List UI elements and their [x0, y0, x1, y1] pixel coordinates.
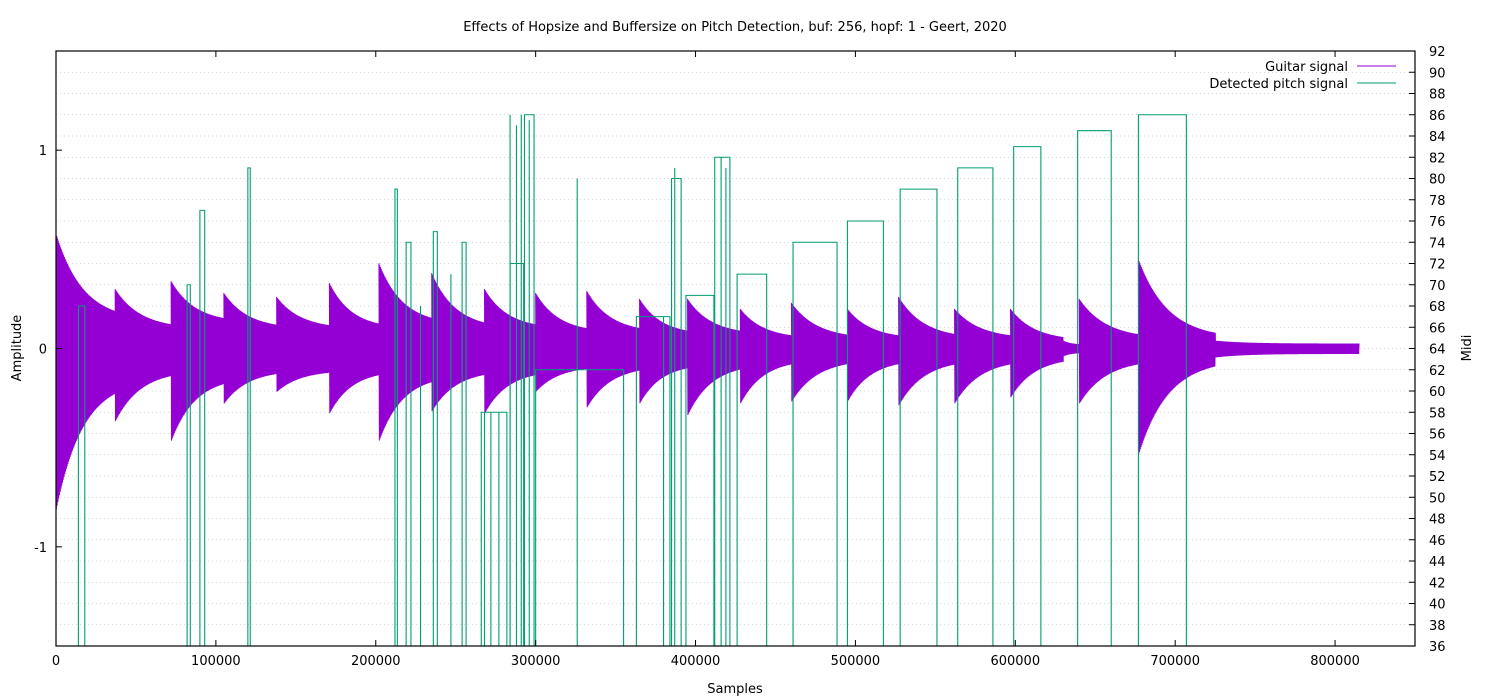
pitch-segment — [899, 188, 938, 646]
x-tick-label: 0 — [52, 654, 60, 669]
y2-tick-label: 58 — [1429, 406, 1446, 421]
pitch-segment — [670, 177, 682, 646]
y2-tick-label: 92 — [1429, 45, 1446, 60]
pitch-segment — [461, 241, 467, 646]
y2-tick-label: 86 — [1429, 109, 1446, 124]
legend: Guitar signal Detected pitch signal — [1209, 60, 1396, 92]
y-tick-label: 0 — [39, 343, 47, 358]
guitar-note-waveform — [328, 283, 380, 414]
x-tick-label: 200000 — [351, 654, 401, 669]
pitch-segment — [957, 167, 994, 646]
pitch-segment — [480, 411, 508, 646]
x-tick-label: 500000 — [831, 654, 881, 669]
guitar-note-waveform — [1062, 340, 1080, 357]
series-detected-pitch-signal — [77, 114, 1187, 646]
y2-tick-label: 80 — [1429, 173, 1446, 188]
y2-tick-label: 84 — [1429, 130, 1446, 145]
pitch-segment — [394, 188, 398, 646]
pitch-segment — [186, 284, 191, 646]
guitar-note-waveform — [1010, 308, 1064, 398]
y2-tick-label: 36 — [1429, 640, 1446, 655]
guitar-note-waveform — [535, 292, 588, 392]
x-tick-label: 300000 — [511, 654, 561, 669]
pitch-segment — [523, 114, 535, 646]
legend-label-pitch: Detected pitch signal — [1209, 77, 1348, 92]
y2-tick-label: 78 — [1429, 194, 1446, 209]
y2-tick-label: 38 — [1429, 619, 1446, 634]
y2-tick-label: 50 — [1429, 491, 1446, 506]
guitar-note-waveform — [954, 308, 1011, 404]
y2-tick-label: 68 — [1429, 300, 1446, 315]
pitch-segment — [685, 294, 715, 646]
pitch-segment — [247, 167, 251, 646]
y-axis: -1 0 1 — [34, 144, 62, 556]
y2-tick-label: 76 — [1429, 215, 1446, 230]
y2-tick-label: 56 — [1429, 428, 1446, 443]
pitch-segment — [736, 273, 768, 646]
guitar-note-waveform — [898, 296, 956, 406]
x-tick-label: 400000 — [671, 654, 721, 669]
y2-tick-label: 88 — [1429, 88, 1446, 103]
y2-tick-label: 90 — [1429, 66, 1446, 81]
y-axis-label: Amplitude — [10, 315, 25, 382]
x-tick-label: 800000 — [1310, 654, 1360, 669]
y2-tick-label: 62 — [1429, 364, 1446, 379]
x-tick-label: 700000 — [1150, 654, 1200, 669]
guitar-note-waveform — [431, 273, 485, 412]
pitch-segment — [405, 241, 412, 646]
guitar-note-waveform — [790, 302, 848, 402]
pitch-segment — [432, 231, 438, 646]
guitar-note-waveform — [378, 263, 433, 441]
guitar-note-waveform — [586, 290, 641, 408]
pitch-segment — [714, 156, 731, 646]
pitch-segment — [1077, 130, 1112, 646]
y2-tick-label: 72 — [1429, 258, 1446, 273]
y2-tick-label: 42 — [1429, 576, 1446, 591]
pitch-segment — [846, 220, 884, 646]
y2-tick-label: 48 — [1429, 513, 1446, 528]
y2-tick-label: 70 — [1429, 279, 1446, 294]
guitar-note-waveform — [55, 233, 116, 510]
y2-axis-label: Midi — [1460, 335, 1475, 362]
guitar-note-waveform — [170, 281, 225, 441]
y2-tick-label: 66 — [1429, 321, 1446, 336]
y2-tick-label: 44 — [1429, 555, 1446, 570]
y2-tick-label: 46 — [1429, 534, 1446, 549]
guitar-note-waveform — [114, 288, 172, 422]
y2-tick-label: 60 — [1429, 385, 1446, 400]
guitar-note-waveform — [846, 308, 900, 402]
pitch-segment — [535, 369, 625, 646]
y-tick-label: -1 — [34, 541, 47, 556]
pitch-segment — [1013, 146, 1042, 646]
pitch-segment — [77, 305, 86, 646]
x-tick-label: 100000 — [191, 654, 241, 669]
y2-tick-label: 54 — [1429, 449, 1446, 464]
guitar-note-waveform — [1137, 259, 1360, 455]
y2-axis: 36 38 40 42 44 46 48 50 52 54 56 58 60 62 64 66 68 70 72 74… — [1409, 45, 1446, 655]
x-axis: 0 100000 200000 300000 400000 500000 600000 700… — [52, 51, 1360, 669]
guitar-note-waveform — [1078, 298, 1139, 404]
guitar-note-waveform — [276, 296, 330, 392]
y2-tick-label: 64 — [1429, 343, 1446, 358]
x-axis-label: Samples — [707, 682, 763, 697]
y-tick-label: 1 — [39, 144, 47, 159]
pitch-segment — [1137, 114, 1187, 646]
y2-tick-label: 52 — [1429, 470, 1446, 485]
pitch-segment — [635, 316, 671, 646]
legend-label-guitar: Guitar signal — [1265, 60, 1348, 75]
pitch-segment — [199, 209, 206, 646]
y2-tick-label: 74 — [1429, 236, 1446, 251]
y2-tick-label: 82 — [1429, 151, 1446, 166]
guitar-note-waveform — [739, 308, 792, 404]
series-guitar-signal — [55, 233, 1360, 510]
pitch-segment — [792, 241, 838, 646]
y2-tick-label: 40 — [1429, 598, 1446, 613]
chart-title: Effects of Hopsize and Buffersize on Pit… — [463, 20, 1007, 35]
x-tick-label: 600000 — [990, 654, 1040, 669]
